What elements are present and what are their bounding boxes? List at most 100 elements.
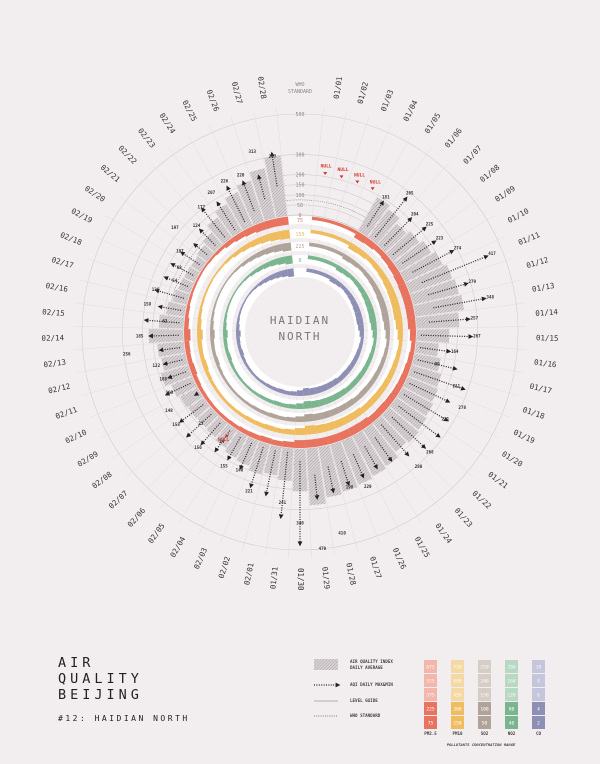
date-label: 02/10 [64, 427, 89, 445]
range-cell [478, 688, 491, 701]
co-ring-segment [280, 269, 289, 278]
date-label: 01/08 [478, 162, 501, 184]
aqi-average-bar [397, 387, 434, 416]
so2-ring-segment [214, 293, 220, 304]
pm25-ring-segment [393, 272, 406, 287]
date-label: 02/07 [107, 489, 130, 511]
co-ring-segment [358, 342, 363, 350]
aqi-max-arrow [374, 196, 408, 238]
date-label: 02/06 [126, 506, 148, 529]
value-label: 417 [488, 251, 496, 256]
aqi-max-arrow [364, 446, 378, 470]
pm25-ring-segment [253, 221, 268, 233]
date-label: 02/04 [168, 535, 187, 560]
so2-ring-segment [370, 372, 380, 383]
date-label: 01/05 [423, 111, 443, 135]
pm25-ring-segment [390, 383, 403, 397]
pm25-ring-segment [387, 262, 400, 276]
page-title: AIR QUALITY BEIJING [58, 655, 143, 703]
aqi-max-arrow [180, 251, 200, 266]
pm10-ring-segment [360, 401, 372, 413]
pm25-ring-segment [373, 244, 386, 257]
value-label: 140 [236, 468, 244, 473]
so2-ring-segment [321, 410, 332, 420]
range-cell [424, 702, 437, 715]
pm10-ring-segment [198, 349, 205, 361]
null-marker [339, 175, 344, 179]
no2-ring-segment [317, 397, 328, 407]
aqi-max-arrow [412, 250, 455, 273]
so2-ring-segment [268, 412, 279, 420]
range-cell [451, 702, 464, 715]
pm10-ring-segment [217, 262, 226, 272]
aqi-average-bar [157, 341, 185, 358]
so2-ring-segment [212, 302, 217, 312]
pm10-ring-segment [395, 318, 403, 330]
aqi-max-arrow [167, 371, 186, 379]
date-label: 02/01 [242, 562, 255, 586]
range-value: 50 [482, 721, 488, 727]
no2-ring-segment [303, 400, 312, 409]
date-label: 01/12 [525, 255, 549, 270]
range-name: PM2.5 [424, 731, 437, 736]
no2-ring-segment [370, 322, 377, 331]
aqi-max-arrow [340, 460, 351, 487]
pm25-ring-segment [276, 216, 289, 227]
pm10-ring-segment [351, 407, 364, 419]
co-ring-segment [312, 269, 320, 275]
legend-label: LEVEL GUIDE [350, 698, 378, 703]
no2-ring-segment [360, 366, 368, 376]
pm25-ring-segment [264, 218, 278, 230]
range-value: 675 [426, 665, 435, 671]
no2-ring-segment [324, 395, 335, 405]
so2-ring-segment [383, 347, 389, 358]
pm25-ring-segment [194, 272, 203, 284]
value-label: 156 [194, 445, 202, 450]
pm10-ring-segment [253, 420, 266, 429]
value-label: 124 [193, 223, 201, 228]
range-cell [451, 688, 464, 701]
no2-ring-segment [315, 256, 324, 263]
date-label: 01/28 [344, 562, 358, 586]
pm25-ring-segment [282, 440, 295, 448]
co-ring-segment [238, 348, 245, 357]
aqi-max-arrows [143, 151, 489, 547]
co-ring-segment [236, 317, 241, 325]
co-ring-segment [262, 276, 271, 284]
pm25-ring-segment [334, 221, 347, 229]
range-cell [478, 716, 491, 729]
date-label: 02/03 [192, 546, 209, 570]
date-label: 01/16 [534, 358, 558, 370]
range-value: 450 [453, 693, 462, 699]
legend-label: AQI DAILY MAX&MIN [350, 682, 393, 687]
date-label: 01/02 [356, 81, 370, 105]
value-label: 68 [177, 265, 183, 270]
pm25-ring-segment [402, 294, 413, 308]
value-label: 148 [165, 408, 173, 413]
pm25-ring-segment [402, 362, 412, 376]
legend-label: AIR QUALITY INDEX [350, 659, 393, 664]
co-ring-segment [243, 360, 250, 368]
aqi-max-arrow [216, 201, 236, 231]
value-label: 197 [171, 225, 179, 230]
value-label: 241 [279, 500, 287, 505]
pm25-ring-segment [375, 401, 390, 416]
so2-ring-segment [372, 285, 382, 297]
value-labels: 181 265 204 225 223 274 417 279 348 257 267 164 89 21… [123, 149, 496, 551]
range-value: 525 [426, 679, 435, 685]
value-label: 279 [468, 279, 476, 284]
who-standard-label: WHO [295, 82, 304, 88]
value-label: 274 [454, 245, 462, 250]
no2-ring-segment [355, 372, 364, 382]
legend-label: DAILY AVERAGE [350, 665, 383, 670]
so2-ring-segment [334, 249, 345, 257]
co-ring-segment [359, 330, 364, 338]
pm10-ring-segment [224, 254, 234, 264]
so2-ring-segment [295, 416, 305, 422]
date-label: 01/04 [401, 98, 419, 123]
value-label: 185 [136, 333, 144, 338]
no2-ring-segment [238, 279, 245, 287]
date-label: 01/14 [535, 307, 559, 318]
date-label: 01/24 [433, 521, 454, 545]
so2-ring-segment [329, 406, 341, 417]
